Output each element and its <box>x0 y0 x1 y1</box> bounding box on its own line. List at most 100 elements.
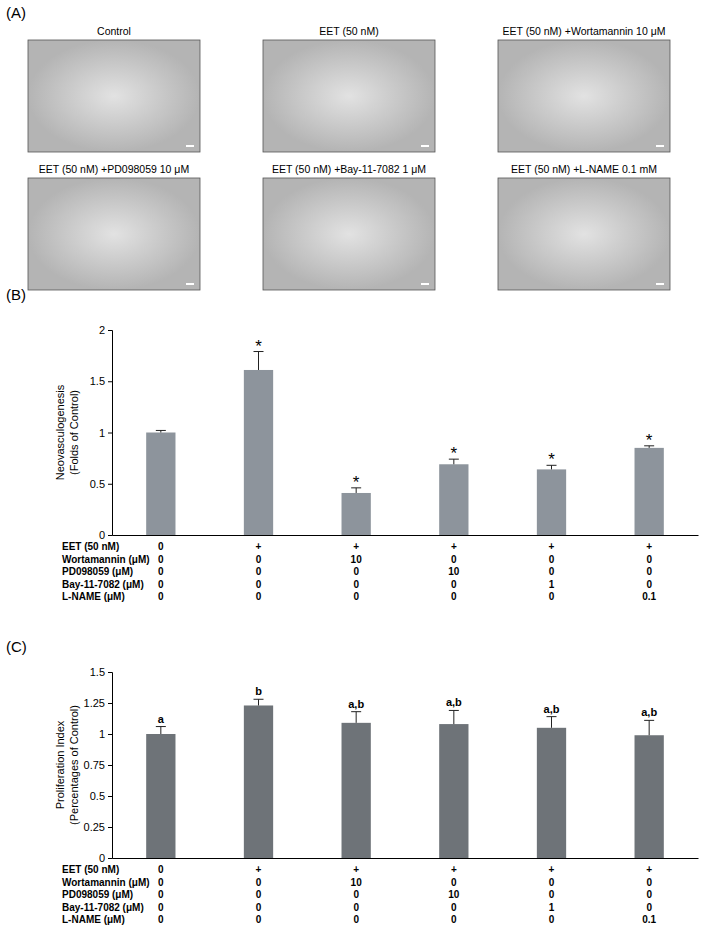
treatment-level: + <box>451 864 457 875</box>
error-stem <box>551 717 552 728</box>
treatment-level: 0 <box>158 889 164 900</box>
treatment-level: 0 <box>256 902 262 913</box>
treatment-level: 0 <box>256 591 262 602</box>
treatment-level: 0 <box>549 889 555 900</box>
micrograph <box>498 178 670 290</box>
treatment-level: + <box>646 864 652 875</box>
significance-label: * <box>646 431 653 450</box>
treatment-level: 0 <box>646 566 652 577</box>
x-axis <box>113 535 699 536</box>
figure: (A)ControlEET (50 nM)EET (50 nM) +Wortam… <box>0 0 704 938</box>
tick-mark <box>108 703 112 704</box>
treatment-level: 0 <box>451 591 457 602</box>
micrograph <box>28 40 200 152</box>
micrograph <box>28 178 200 290</box>
tick-label: 2 <box>99 324 105 336</box>
bar <box>635 735 664 858</box>
treatment-level: 0 <box>646 902 652 913</box>
significance-label: * <box>451 444 458 463</box>
treatment-level: 1 <box>549 902 555 913</box>
treatment-level: 0.1 <box>642 914 656 925</box>
treatment-level: + <box>549 864 555 875</box>
treatment-level: 0 <box>256 566 262 577</box>
image-frame <box>28 178 200 290</box>
tick-mark <box>108 734 112 735</box>
image-caption: EET (50 nM) +PD098059 10 μM <box>39 163 189 175</box>
error-cap <box>644 720 654 721</box>
image-frame <box>263 178 435 290</box>
tick-label: 1.25 <box>84 697 105 709</box>
y-axis: 00.250.50.7511.251.5 <box>84 666 113 864</box>
bar <box>635 448 664 535</box>
image-frame <box>498 40 670 152</box>
treatment-level: 0 <box>158 591 164 602</box>
significance-label: b <box>255 685 262 697</box>
bar <box>439 724 468 858</box>
error-cap <box>156 430 166 431</box>
treatment-level: 0 <box>549 554 555 565</box>
bar <box>439 464 468 535</box>
significance-label: a,b <box>544 703 560 715</box>
tick-mark <box>108 330 112 331</box>
tick-mark <box>108 672 112 673</box>
treatment-level: 0 <box>158 864 164 875</box>
treatment-level: 10 <box>448 889 460 900</box>
treatment-level: + <box>353 864 359 875</box>
treatment-level: 0 <box>451 877 457 888</box>
treatment-level: 0 <box>256 877 262 888</box>
scale-bar <box>421 283 429 285</box>
treatment-level: 0 <box>158 541 164 552</box>
error-stem <box>453 710 454 724</box>
error-cap <box>547 716 557 717</box>
treatment-level: 0 <box>451 579 457 590</box>
error-cap <box>449 710 459 711</box>
tick-label: 0 <box>99 852 105 864</box>
treatment-level: 0 <box>646 579 652 590</box>
y-tick: 0 <box>99 529 112 541</box>
significance-label: * <box>255 337 262 356</box>
treatment-name: L-NAME (μM) <box>62 914 125 925</box>
image-frame <box>28 40 200 152</box>
scale-bar <box>421 145 429 147</box>
y-axis-title-line: Proliferation Index <box>54 720 66 809</box>
treatment-level: 0 <box>256 554 262 565</box>
treatment-level: 0 <box>353 591 359 602</box>
scale-bar <box>656 283 664 285</box>
error-cap <box>351 711 361 712</box>
image-caption: EET (50 nM) <box>319 25 378 37</box>
treatment-name: Bay-11-7082 (μM) <box>62 579 144 590</box>
error-stem <box>649 720 650 735</box>
axis-line <box>113 535 699 536</box>
treatment-level: 0 <box>256 889 262 900</box>
treatment-level: + <box>451 541 457 552</box>
tick-mark <box>108 535 112 536</box>
tick-label: 1.5 <box>90 666 105 678</box>
bar <box>146 433 175 536</box>
panel-label: (A) <box>6 4 26 21</box>
bar <box>342 493 371 535</box>
bar <box>244 370 273 535</box>
tick-label: 1.5 <box>90 375 105 387</box>
error-stem <box>356 712 357 723</box>
treatment-level: 0 <box>353 914 359 925</box>
image-frame <box>263 40 435 152</box>
significance-label: * <box>353 473 360 492</box>
treatment-level: 0 <box>256 914 262 925</box>
plot-area <box>146 699 664 858</box>
treatment-name: EET (50 nM) <box>62 864 119 875</box>
scale-bar <box>656 145 664 147</box>
image-caption: EET (50 nM) +L-NAME 0.1 mM <box>511 163 657 175</box>
x-axis <box>113 858 699 859</box>
bar <box>537 728 566 858</box>
y-axis-title-line: (Folds of Control) <box>68 390 80 475</box>
error-bar <box>351 712 361 723</box>
treatment-level: 0 <box>158 566 164 577</box>
bar <box>342 723 371 858</box>
y-axis-title-line: Neovasculogenesis <box>54 384 66 480</box>
y-tick: 1.5 <box>90 666 112 678</box>
treatment-level: 0 <box>451 902 457 913</box>
y-tick: 0.5 <box>90 478 112 490</box>
treatment-level: + <box>256 541 262 552</box>
micrograph <box>263 40 435 152</box>
treatment-level: 0.1 <box>642 591 656 602</box>
